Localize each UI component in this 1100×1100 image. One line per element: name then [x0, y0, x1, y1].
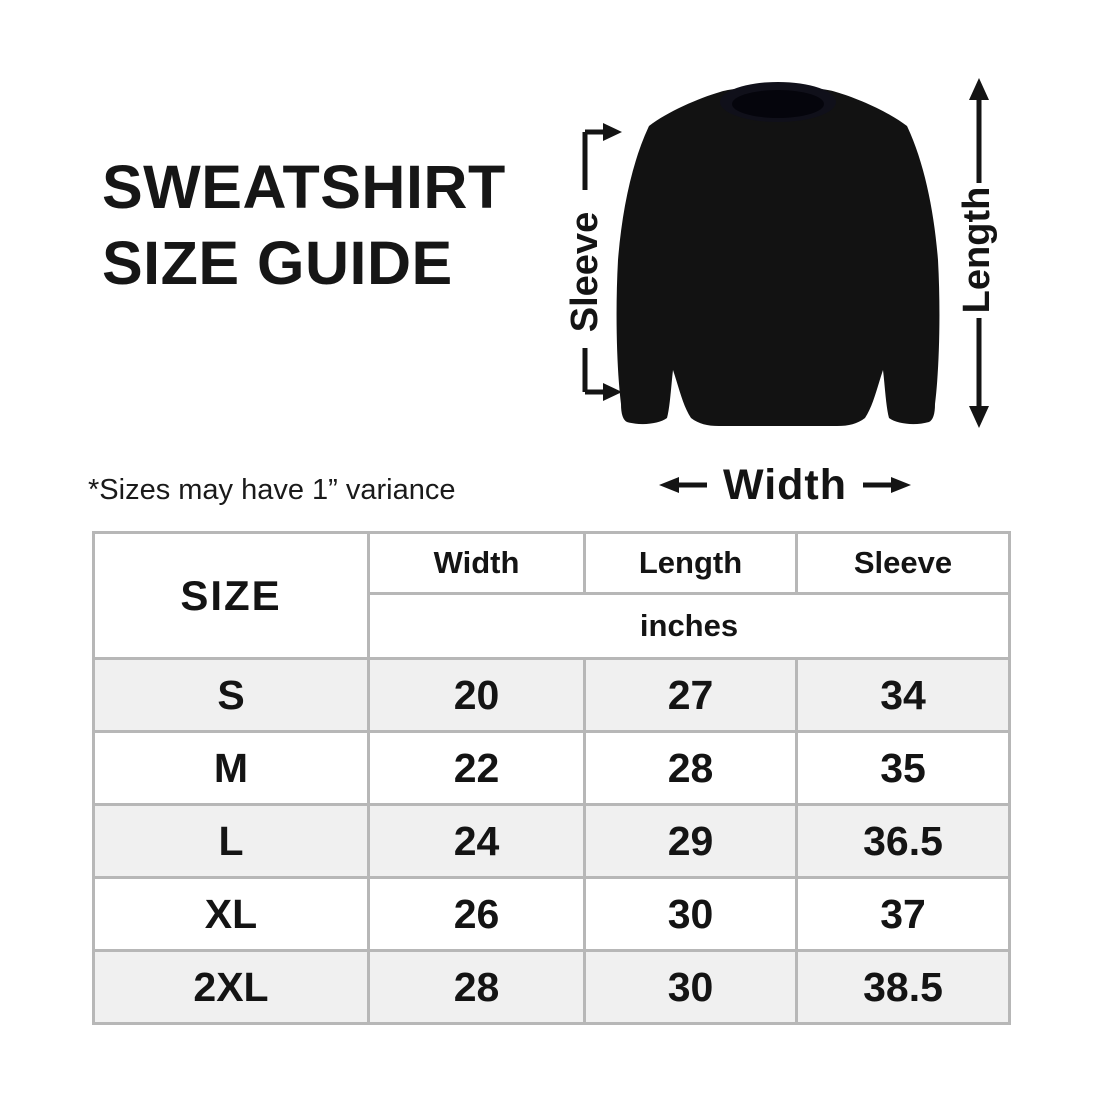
sweatshirt-measurement-diagram: Sleeve Length Width [563, 68, 1065, 518]
width-axis-label: Width [722, 460, 847, 509]
sleeve-cell: 37 [795, 876, 1011, 952]
width-cell: 20 [367, 657, 586, 733]
sleeve-cell: 38.5 [795, 949, 1011, 1025]
width-cell: 28 [367, 949, 586, 1025]
page-title-line2: SIZE GUIDE [102, 228, 453, 297]
table-row-xl: XL 26 30 37 [92, 876, 1011, 952]
sleeve-cell: 36.5 [795, 803, 1011, 879]
table-header-row: SIZE Width Length Sleeve [92, 531, 1011, 660]
width-cell: 24 [367, 803, 586, 879]
length-axis-label: Length [955, 186, 998, 314]
table-row-s: S 20 27 34 [92, 657, 1011, 733]
width-cell: 22 [367, 730, 586, 806]
size-cell: 2XL [92, 949, 370, 1025]
sweatshirt-image [616, 82, 940, 426]
column-header-sleeve: Sleeve [795, 531, 1011, 595]
table-row-2xl: 2XL 28 30 38.5 [92, 949, 1011, 1025]
table-unit-row: inches [94, 592, 1011, 660]
sleeve-axis-label: Sleeve [563, 211, 606, 333]
size-cell: S [92, 657, 370, 733]
length-cell: 29 [583, 803, 798, 879]
width-axis-indicator: Width [605, 460, 965, 510]
column-header-length: Length [583, 531, 798, 595]
size-cell: L [92, 803, 370, 879]
size-table: SIZE Width Length Sleeve inches S 20 27 … [92, 531, 1011, 1025]
size-cell: M [92, 730, 370, 806]
sleeve-cell: 35 [795, 730, 1011, 806]
table-row-l: L 24 29 36.5 [92, 803, 1011, 879]
width-arrow-left-icon [658, 477, 707, 493]
width-arrow-right-icon [863, 477, 911, 493]
column-header-size: SIZE [92, 531, 370, 660]
sleeve-bracket-icon [582, 123, 622, 401]
length-cell: 30 [583, 876, 798, 952]
page-title: SWEATSHIRT SIZE GUIDE [102, 150, 506, 301]
column-header-width: Width [367, 531, 586, 595]
width-cell: 26 [367, 876, 586, 952]
length-cell: 27 [583, 657, 798, 733]
table-row-m: M 22 28 35 [92, 730, 1011, 806]
sleeve-cell: 34 [795, 657, 1011, 733]
unit-header: inches [367, 592, 1011, 660]
length-cell: 28 [583, 730, 798, 806]
length-arrow-icon [969, 78, 989, 428]
page-title-line1: SWEATSHIRT [102, 153, 506, 221]
variance-note: *Sizes may have 1” variance [88, 474, 456, 506]
length-cell: 30 [583, 949, 798, 1025]
size-cell: XL [92, 876, 370, 952]
